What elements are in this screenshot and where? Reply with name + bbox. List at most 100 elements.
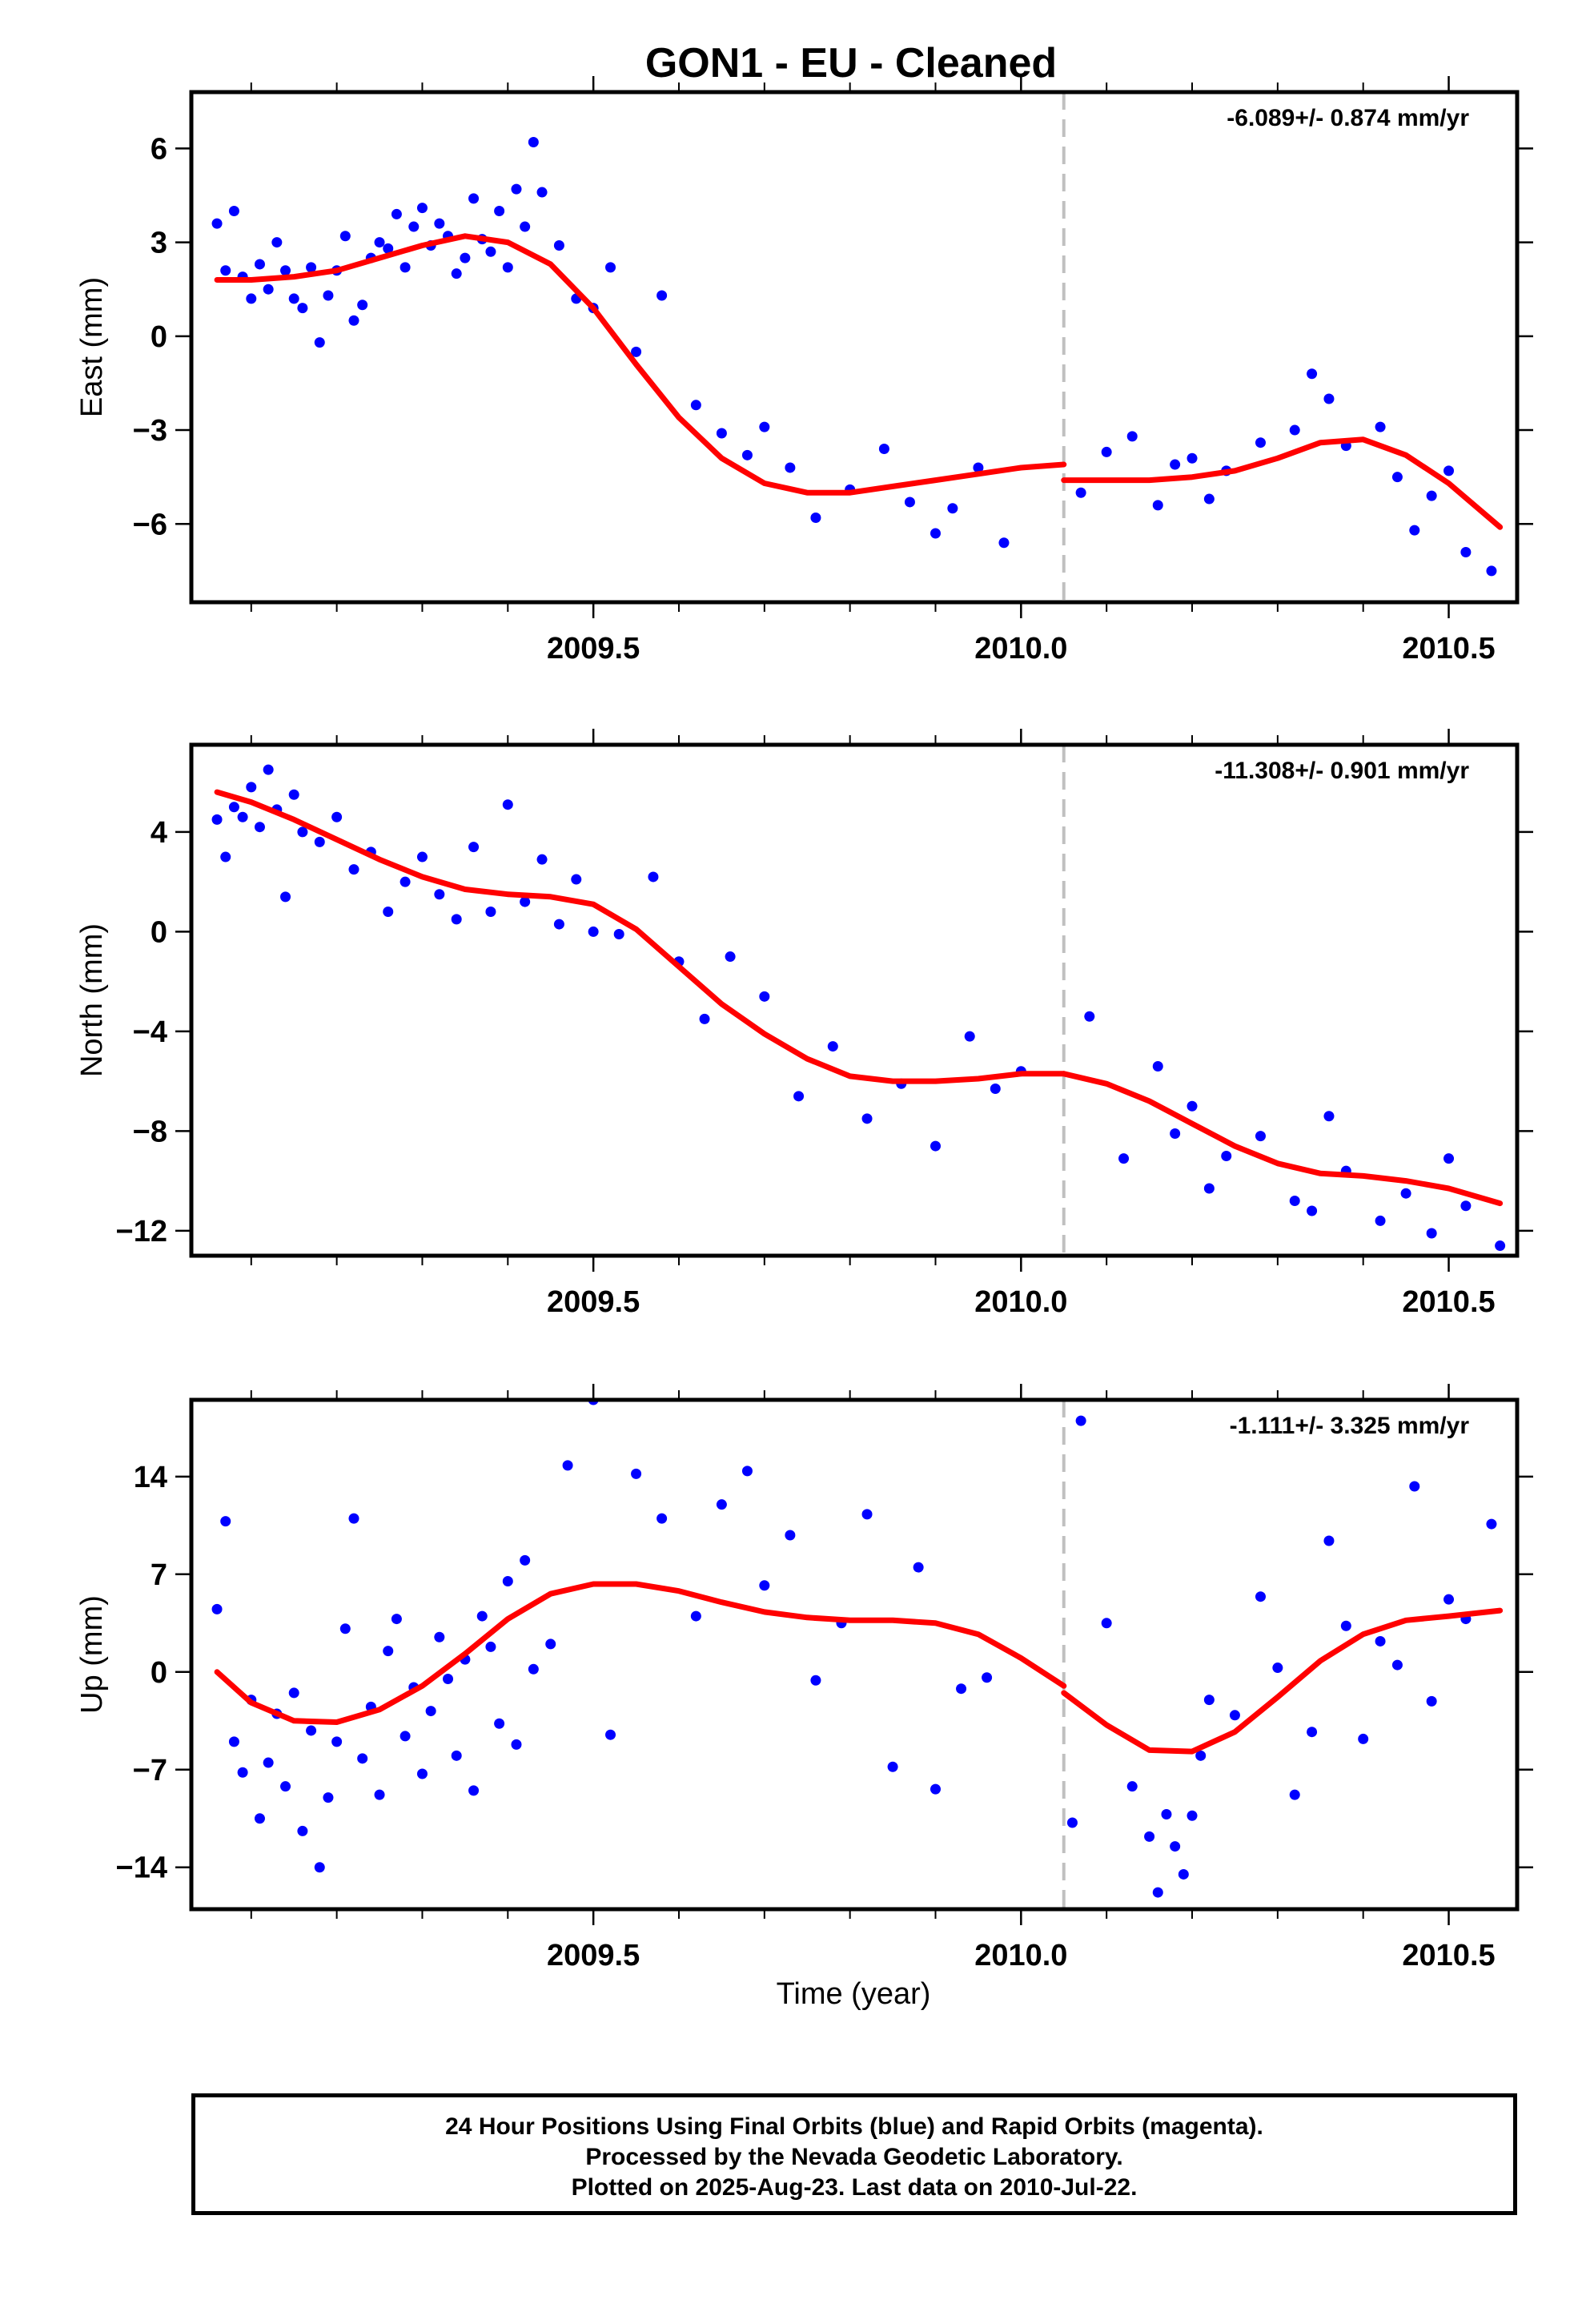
data-point xyxy=(1178,1868,1189,1880)
data-point xyxy=(1203,493,1215,505)
data-point xyxy=(810,1675,821,1686)
data-point xyxy=(1144,1831,1155,1842)
y-tick-label: 0 xyxy=(151,1656,167,1690)
data-point xyxy=(1152,500,1163,511)
data-point xyxy=(1340,1620,1351,1631)
data-point xyxy=(536,854,548,865)
data-point xyxy=(656,1513,668,1524)
y-tick-label: −8 xyxy=(133,1115,167,1148)
data-point xyxy=(297,1825,308,1836)
data-point xyxy=(956,1683,967,1695)
y-tick-label: 0 xyxy=(151,320,167,354)
data-point xyxy=(1460,546,1472,557)
data-point xyxy=(613,929,624,940)
data-point xyxy=(1084,1011,1095,1022)
data-point xyxy=(1101,446,1112,457)
data-point xyxy=(1203,1695,1215,1706)
data-point xyxy=(1289,1196,1300,1207)
data-point xyxy=(400,876,411,887)
data-point xyxy=(656,290,668,301)
data-point xyxy=(383,243,394,254)
y-tick-label: 4 xyxy=(151,816,167,850)
data-point xyxy=(271,237,283,248)
data-point xyxy=(357,1753,368,1764)
data-point xyxy=(211,1603,223,1614)
data-point xyxy=(297,303,308,314)
data-point xyxy=(288,1687,299,1699)
data-point xyxy=(785,462,796,473)
data-point xyxy=(1152,1060,1163,1072)
data-point xyxy=(400,262,411,273)
data-point xyxy=(553,919,564,930)
data-point xyxy=(878,444,889,455)
panel-up: 2009.5 2010.0 2010.5 −14 −7 0 7 14 Up (mm) -1.111… xyxy=(75,1384,1533,1972)
data-point xyxy=(631,346,642,357)
data-point xyxy=(502,1576,513,1587)
data-point xyxy=(1409,1481,1420,1492)
y-tick-label: −14 xyxy=(116,1852,167,1885)
y-tick-label: −7 xyxy=(133,1754,167,1787)
x-tick-label: 2010.5 xyxy=(1402,632,1495,665)
panel-frame xyxy=(189,742,1520,1258)
x-tick-label: 2010.0 xyxy=(974,632,1067,665)
data-point xyxy=(1426,1228,1437,1239)
data-point xyxy=(947,503,958,514)
data-point xyxy=(485,1641,496,1652)
data-point xyxy=(237,811,248,822)
data-point xyxy=(1391,1659,1403,1671)
data-point xyxy=(1118,1153,1130,1164)
panel-frame xyxy=(189,1397,1520,1912)
data-point xyxy=(785,1530,796,1541)
panel-frame xyxy=(189,90,1520,605)
data-point xyxy=(1391,472,1403,483)
data-point xyxy=(306,1725,317,1736)
data-point xyxy=(716,1499,727,1510)
data-point xyxy=(357,300,368,311)
data-point xyxy=(1307,1205,1318,1216)
data-point xyxy=(323,1792,334,1803)
data-point xyxy=(1323,393,1335,404)
data-point xyxy=(348,1513,359,1524)
data-point xyxy=(485,907,496,918)
data-point xyxy=(887,1761,898,1772)
model-line xyxy=(214,1581,1067,1725)
data-point xyxy=(323,290,334,301)
data-point xyxy=(741,449,753,460)
data-point xyxy=(1075,487,1086,498)
data-point xyxy=(511,183,522,195)
data-point xyxy=(793,1091,805,1102)
data-point xyxy=(391,208,402,219)
data-point xyxy=(288,789,299,800)
data-point xyxy=(314,1862,325,1873)
data-point xyxy=(220,851,231,862)
data-point xyxy=(1229,1710,1240,1721)
footer-line-3: Plotted on 2025-Aug-23. Last data on 201… xyxy=(571,2174,1138,2201)
data-point xyxy=(1126,431,1138,442)
data-point xyxy=(690,400,701,411)
data-point xyxy=(973,462,984,473)
data-point xyxy=(314,337,325,348)
y-tick-label: −12 xyxy=(116,1215,167,1248)
data-point xyxy=(451,914,462,925)
y-tick-label: −6 xyxy=(133,508,167,541)
y-tick-label: 14 xyxy=(134,1461,167,1494)
y-tick-label: −3 xyxy=(133,414,167,448)
data-point xyxy=(699,1013,710,1024)
data-point xyxy=(494,1718,505,1729)
data-point xyxy=(1272,1663,1283,1674)
data-point xyxy=(725,951,736,963)
data-point xyxy=(930,1783,941,1795)
data-point xyxy=(1203,1183,1215,1194)
data-point xyxy=(237,1767,248,1778)
data-point xyxy=(1486,565,1497,577)
data-point xyxy=(1066,1817,1078,1828)
data-point xyxy=(280,891,291,903)
data-point xyxy=(1307,368,1318,380)
data-point xyxy=(263,764,274,775)
data-point xyxy=(502,262,513,273)
data-point xyxy=(348,864,359,875)
x-tick-label: 2010.0 xyxy=(974,1285,1067,1319)
data-point xyxy=(536,187,548,198)
data-point xyxy=(741,1466,753,1477)
